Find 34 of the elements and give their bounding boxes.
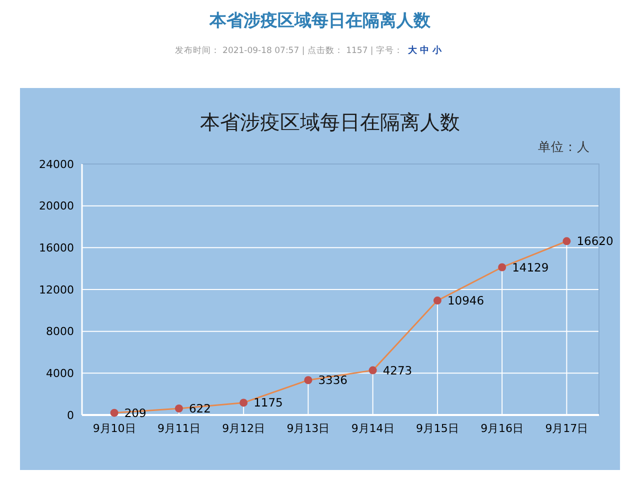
data-label: 10946	[447, 294, 484, 308]
x-tick-label: 9月12日	[222, 422, 266, 435]
point	[240, 398, 248, 407]
point	[498, 263, 506, 272]
point	[174, 404, 183, 412]
x-tick-label: 9月17日	[545, 422, 588, 435]
y-tick-label: 8000	[46, 325, 74, 338]
data-label: 1175	[254, 396, 283, 410]
x-tick-label: 9月14日	[351, 422, 394, 435]
chart-title: 本省涉疫区域每日在隔离人数	[200, 110, 460, 134]
point	[368, 366, 377, 374]
y-tick-label: 24000	[39, 158, 74, 171]
y-axis-title: 单位：人	[538, 139, 590, 154]
data-label: 3336	[318, 373, 348, 388]
data-label: 4273	[382, 363, 412, 378]
y-tick-label: 16000	[39, 242, 74, 255]
y-tick-label: 4000	[46, 367, 74, 380]
data-label: 14129	[512, 260, 549, 274]
x-tick-label: 9月13日	[286, 422, 330, 435]
point	[562, 237, 571, 246]
y-tick-label: 20000	[39, 200, 74, 213]
x-tick-label: 9月10日	[92, 422, 136, 435]
point	[433, 296, 442, 305]
x-tick-label: 9月11日	[157, 422, 200, 435]
point	[110, 408, 118, 417]
point	[304, 376, 312, 384]
y-tick-label: 12000	[39, 283, 74, 296]
text: 本省涉疫区域每日在隔离人数	[208, 11, 432, 31]
text: 大 中 小	[408, 45, 442, 56]
data-label: 16620	[576, 234, 614, 248]
x-tick-label: 9月15日	[416, 422, 459, 435]
y-tick-label: 0	[67, 408, 74, 422]
x-tick-label: 9月16日	[480, 422, 524, 435]
text: 发布时间： 2021-09-18 07:57 | 点击数： 1157 | 字号：	[174, 45, 403, 56]
